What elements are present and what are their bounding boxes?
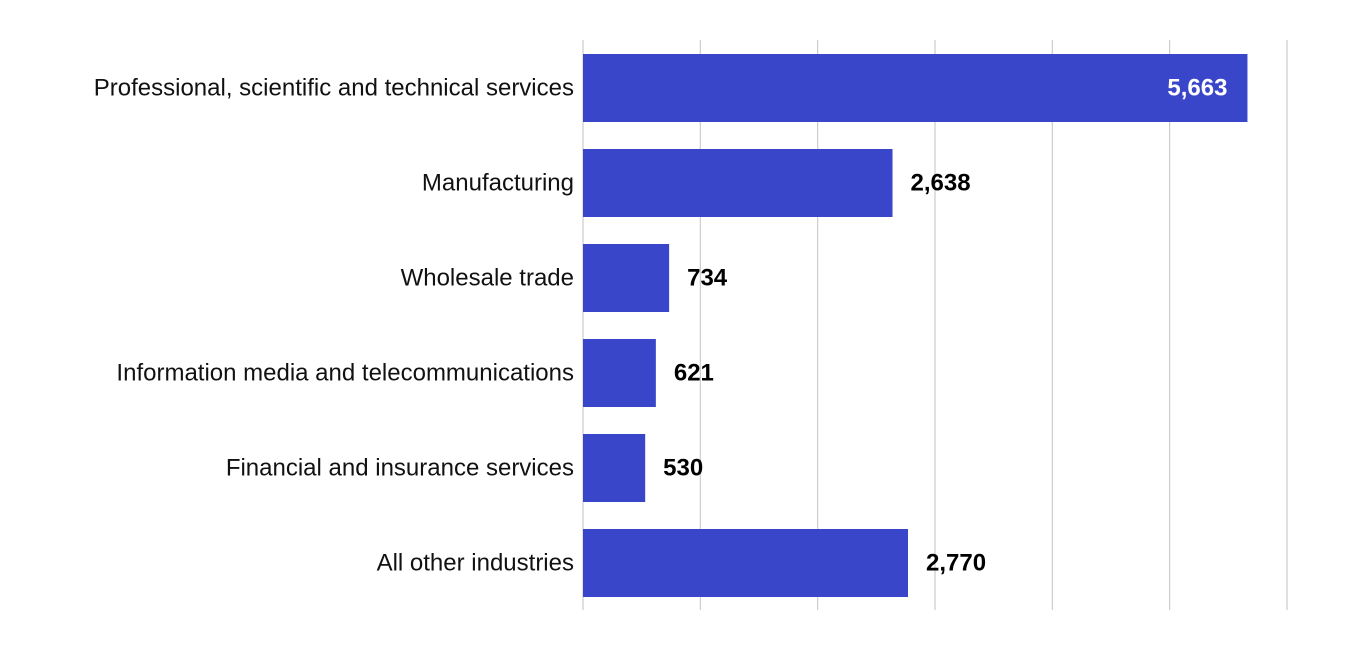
bar [583, 54, 1248, 122]
bar [583, 149, 893, 217]
value-label: 530 [663, 455, 703, 482]
value-label: 734 [687, 265, 728, 292]
category-label: Manufacturing [422, 170, 574, 197]
bar [583, 339, 656, 407]
category-label: All other industries [377, 550, 574, 577]
value-label: 5,663 [1167, 75, 1227, 102]
value-labels: 5,663 2,638 734 621 530 2,770 [663, 75, 1227, 577]
bar [583, 434, 646, 502]
category-label: Wholesale trade [401, 265, 574, 292]
gridlines [582, 40, 1288, 610]
value-label: 2,638 [911, 170, 971, 197]
bar [583, 529, 909, 597]
category-label: Financial and insurance services [226, 455, 574, 482]
category-labels: Professional, scientific and technical s… [94, 75, 574, 577]
bar [583, 244, 670, 312]
category-label: Information media and telecommunications [116, 360, 574, 387]
value-label: 2,770 [926, 550, 986, 577]
bars [583, 54, 1248, 597]
category-label: Professional, scientific and technical s… [94, 75, 574, 102]
value-label: 621 [674, 360, 714, 387]
